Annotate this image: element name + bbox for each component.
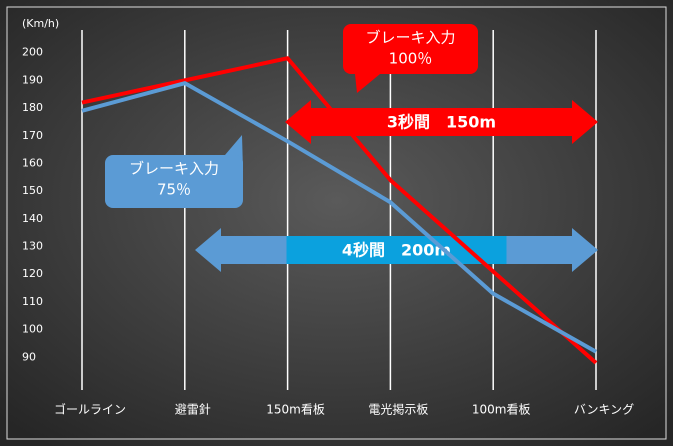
callout-text: 75％ <box>157 181 191 199</box>
x-tick-label: ゴールライン <box>54 402 126 417</box>
callout <box>343 24 478 74</box>
y-tick-label: 110 <box>22 295 43 308</box>
y-unit: (Km/h) <box>22 17 59 30</box>
x-tick-label: 150m看板 <box>266 403 325 417</box>
callout-tail <box>355 74 380 93</box>
y-tick-label: 100 <box>22 323 43 336</box>
series-line <box>81 56 598 365</box>
series-line <box>81 81 597 354</box>
y-tick-label: 180 <box>22 101 43 114</box>
y-tick-label: 90 <box>22 350 36 363</box>
x-tick-label: 避雷針 <box>175 402 211 417</box>
callout-text: ブレーキ入力 <box>129 160 219 178</box>
callout-text: ブレーキ入力 <box>365 29 455 47</box>
arrow-label: 4秒間 200m <box>342 241 451 260</box>
x-tick-label: バンキング <box>574 403 634 417</box>
arrow <box>285 100 598 144</box>
x-tick-label: 電光掲示板 <box>368 402 428 417</box>
y-tick-label: 120 <box>22 267 43 280</box>
frame <box>6 6 667 440</box>
y-tick-label: 200 <box>22 46 43 59</box>
y-tick-label: 130 <box>22 240 43 253</box>
y-tick-label: 170 <box>22 129 43 142</box>
callout-text: 100％ <box>389 50 433 68</box>
y-tick-label: 160 <box>22 156 43 169</box>
arrow-label: 3秒間 150m <box>387 113 496 132</box>
x-tick-label: 100m看板 <box>472 403 531 417</box>
y-tick-label: 140 <box>22 212 43 225</box>
y-tick-label: 150 <box>22 184 43 197</box>
callout <box>105 155 243 208</box>
y-tick-label: 190 <box>22 73 43 86</box>
